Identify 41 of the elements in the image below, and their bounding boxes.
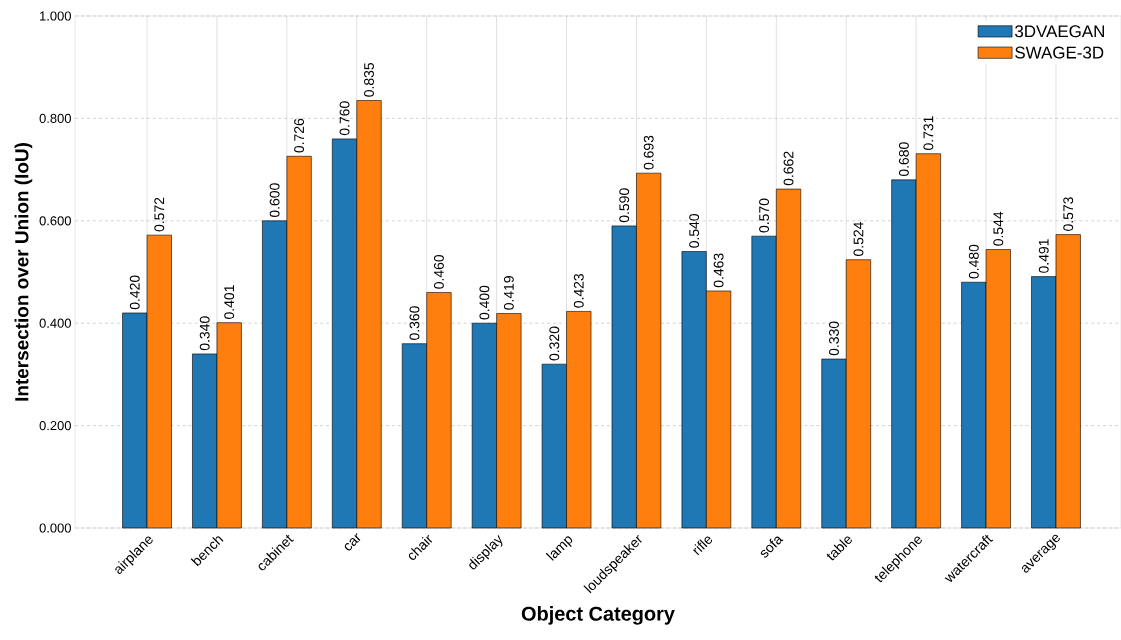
y-tick-label: 0.600 [39, 216, 71, 226]
data-label: 0.340 [199, 316, 210, 351]
data-label: 0.420 [129, 275, 140, 310]
data-label: 0.360 [409, 306, 420, 340]
data-label: 0.460 [433, 254, 444, 289]
data-label: 0.600 [269, 183, 280, 218]
data-label: 0.480 [968, 244, 979, 279]
data-label: 0.463 [713, 253, 724, 288]
data-label: 0.320 [549, 326, 560, 361]
data-label: 0.419 [503, 276, 514, 310]
data-label: 0.540 [689, 213, 700, 248]
data-label: 0.491 [1038, 239, 1049, 273]
data-label: 0.835 [364, 62, 374, 97]
data-label: 0.572 [154, 197, 165, 232]
data-label: 0.401 [224, 285, 235, 319]
data-label: 0.590 [619, 188, 630, 223]
data-label: 0.573 [1063, 197, 1074, 231]
y-tick-label: 0.800 [39, 113, 71, 123]
y-tick-label: 0.000 [39, 523, 71, 533]
data-label: 0.680 [898, 142, 909, 177]
data-label: 0.544 [993, 211, 1004, 246]
legend-label: 3DVAEGAN [1015, 25, 1104, 38]
legend-label: SWAGE-3D [1015, 46, 1104, 59]
data-label: 0.693 [643, 135, 654, 170]
x-tick-label: sofa [760, 536, 784, 558]
y-tick-label: 1.000 [40, 11, 71, 21]
x-axis-title: Object Category [521, 606, 675, 625]
x-tick-label: car [344, 533, 361, 551]
data-label: 0.731 [923, 116, 934, 150]
data-label: 0.662 [783, 151, 794, 186]
data-label: 0.570 [759, 198, 769, 233]
y-axis-title: Intersection over Union (IoU) [14, 143, 33, 401]
data-label: 0.726 [294, 118, 305, 153]
data-label: 0.524 [853, 222, 864, 256]
data-label: 0.400 [479, 285, 490, 320]
data-label: 0.330 [829, 321, 839, 356]
data-label: 0.423 [573, 273, 584, 308]
y-tick-label: 0.400 [39, 318, 71, 328]
y-tick-label: 0.200 [39, 421, 71, 431]
data-label: 0.760 [339, 101, 350, 136]
x-tick-label: rifle [693, 536, 713, 556]
